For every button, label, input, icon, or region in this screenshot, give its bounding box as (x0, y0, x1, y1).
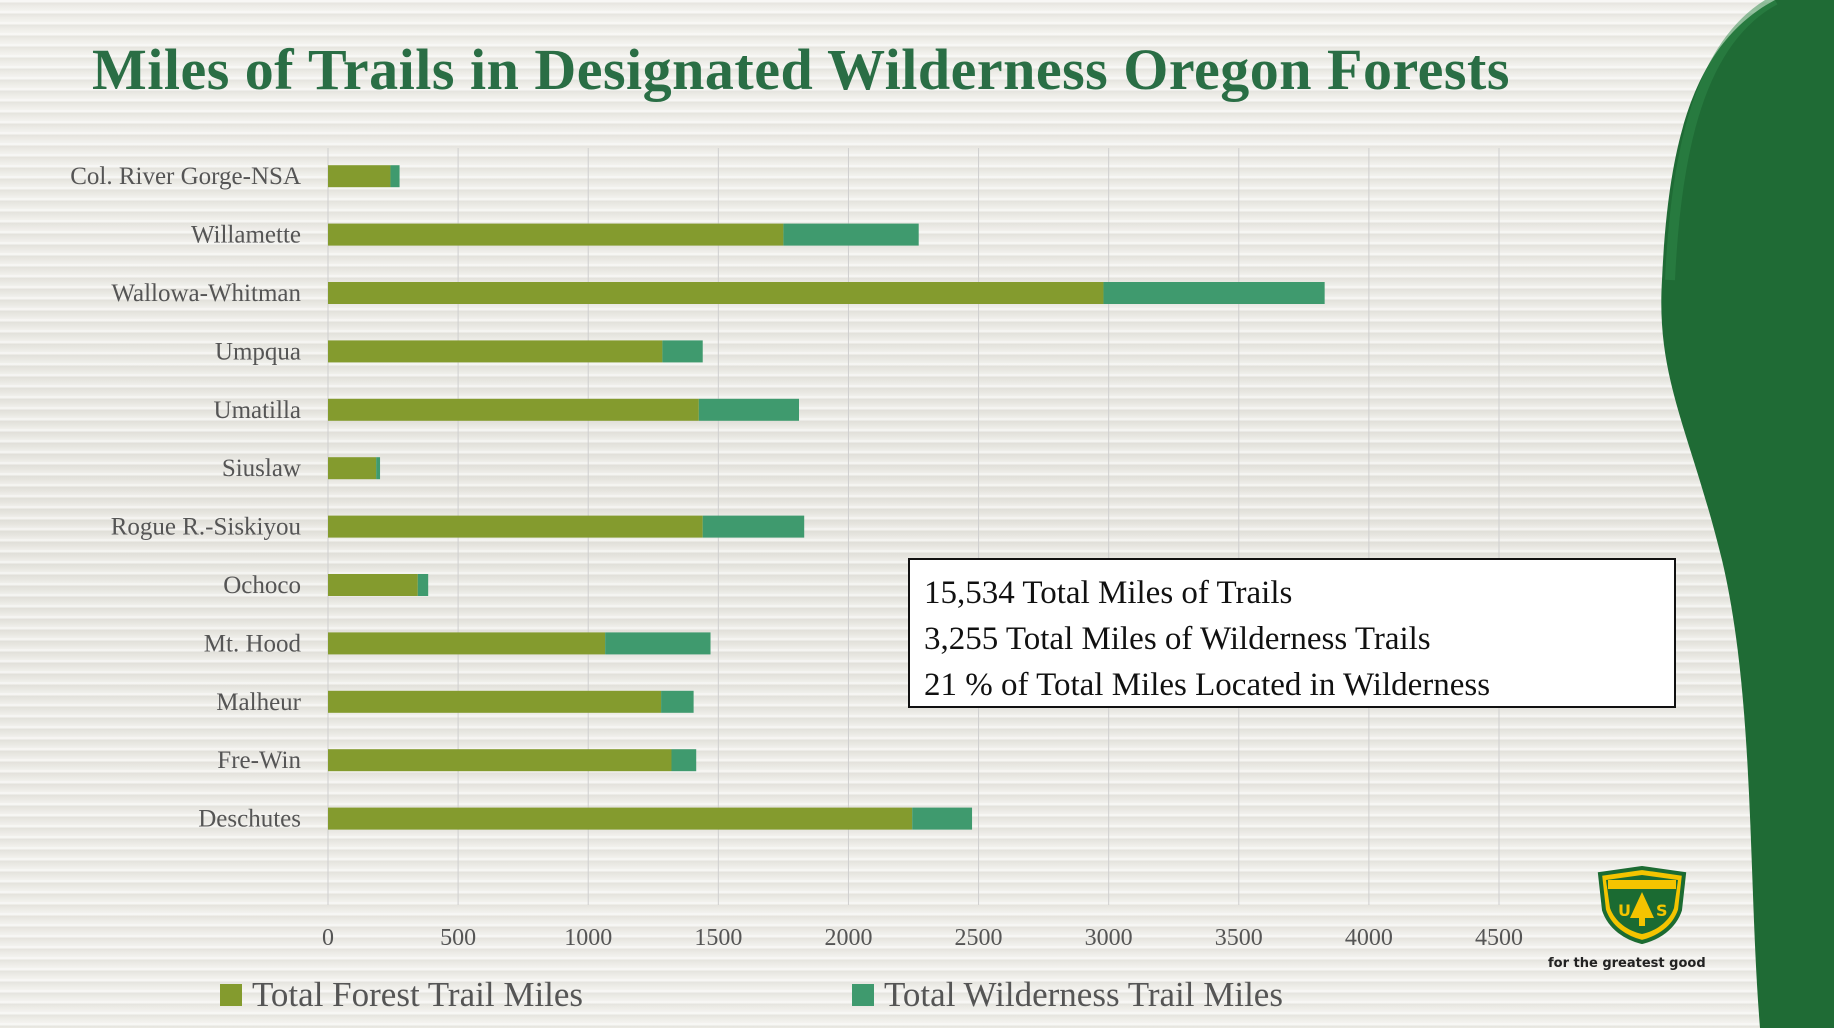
x-tick-label: 4000 (1345, 925, 1393, 951)
bar-wilderness-trail-miles (605, 632, 711, 655)
category-label: Siuslaw (222, 455, 301, 482)
legend-item-forest: Total Forest Trail Miles (220, 970, 583, 1020)
legend-label-forest: Total Forest Trail Miles (252, 975, 584, 1014)
svg-text:U: U (1618, 901, 1631, 920)
bar-forest-trail-miles (328, 340, 663, 363)
bar-forest-trail-miles (328, 223, 784, 246)
summary-stats-box: 15,534 Total Miles of Trails 3,255 Total… (908, 558, 1676, 708)
slide-title: Miles of Trails in Designated Wilderness… (92, 37, 1510, 102)
wilderness-percent-stat: 21 % of Total Miles Located in Wildernes… (924, 667, 1491, 703)
category-label: Rogue R.-Siskiyou (111, 514, 302, 541)
bar-forest-trail-miles (328, 574, 418, 596)
bar-wilderness-trail-miles (1103, 282, 1325, 304)
x-tick-label: 1500 (694, 925, 742, 951)
x-tick-label: 500 (440, 925, 476, 951)
legend-swatch-wilderness (852, 984, 874, 1006)
legend-item-wilderness: Total Wilderness Trail Miles (852, 970, 1283, 1020)
bar-wilderness-trail-miles (662, 340, 703, 363)
bar-forest-trail-miles (328, 282, 1104, 304)
bar-wilderness-trail-miles (376, 457, 381, 480)
bar-wilderness-trail-miles (417, 574, 429, 596)
logo-tagline: for the greatest good (1548, 956, 1706, 971)
bar-wilderness-trail-miles (390, 165, 400, 188)
category-label: Willamette (191, 222, 301, 249)
category-label: Fre-Win (217, 747, 301, 774)
bar-wilderness-trail-miles (698, 398, 800, 421)
bar-forest-trail-miles (328, 632, 606, 655)
bar-forest-trail-miles (328, 690, 662, 713)
legend-swatch-forest (220, 984, 242, 1006)
x-tick-label: 4500 (1475, 925, 1523, 951)
x-tick-label: 1000 (564, 925, 612, 951)
x-tick-label: 2000 (824, 925, 872, 951)
svg-text:S: S (1656, 901, 1668, 920)
bar-forest-trail-miles (328, 457, 377, 480)
category-label: Deschutes (198, 806, 301, 833)
x-tick-label: 2500 (955, 925, 1003, 951)
bar-forest-trail-miles (328, 515, 703, 538)
bar-forest-trail-miles (328, 165, 391, 188)
category-label: Mt. Hood (204, 630, 302, 657)
category-label: Col. River Gorge-NSA (70, 163, 301, 190)
category-label: Umpqua (215, 338, 301, 365)
x-tick-label: 3500 (1215, 925, 1263, 951)
bar-wilderness-trail-miles (661, 690, 694, 713)
x-tick-label: 0 (322, 925, 334, 951)
bar-forest-trail-miles (328, 398, 699, 421)
category-label: Malheur (216, 689, 301, 716)
bar-wilderness-trail-miles (702, 515, 805, 538)
category-label: Wallowa-Whitman (111, 280, 301, 307)
total-miles-stat: 15,534 Total Miles of Trails (924, 575, 1293, 611)
bar-forest-trail-miles (328, 749, 672, 772)
legend-label-wilderness: Total Wilderness Trail Miles (884, 975, 1283, 1014)
bar-wilderness-trail-miles (912, 807, 973, 830)
category-label: Ochoco (223, 572, 301, 599)
bar-wilderness-trail-miles (783, 223, 919, 246)
bar-forest-trail-miles (328, 807, 913, 830)
x-tick-label: 3000 (1085, 925, 1133, 951)
category-label: Umatilla (214, 397, 301, 424)
forest-service-shield-icon: U S (1597, 866, 1687, 944)
wilderness-miles-stat: 3,255 Total Miles of Wilderness Trails (924, 621, 1431, 657)
bar-wilderness-trail-miles (671, 749, 697, 772)
